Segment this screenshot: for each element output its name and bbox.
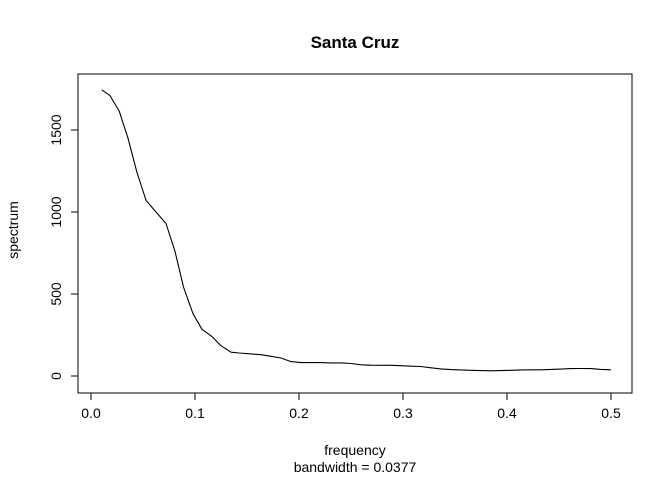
x-axis: 0.0 0.1 0.2 0.3 0.4 0.5 bbox=[81, 392, 621, 421]
bandwidth-note: bandwidth = 0.0377 bbox=[294, 459, 417, 475]
x-tick-label: 0.5 bbox=[601, 405, 621, 421]
x-tick-label: 0.4 bbox=[497, 405, 517, 421]
y-axis-label: spectrum bbox=[5, 201, 21, 259]
y-tick-label: 1000 bbox=[48, 196, 64, 227]
y-tick-label: 0 bbox=[48, 372, 64, 380]
plot-frame bbox=[77, 73, 633, 394]
y-tick-label: 1500 bbox=[48, 114, 64, 145]
x-tick-label: 0.2 bbox=[289, 405, 309, 421]
x-tick-label: 0.0 bbox=[81, 405, 101, 421]
y-tick-label: 500 bbox=[48, 282, 64, 306]
spectrum-line bbox=[101, 89, 612, 372]
series-layer bbox=[101, 89, 612, 372]
x-axis-label: frequency bbox=[324, 442, 385, 458]
chart-title: Santa Cruz bbox=[311, 33, 400, 52]
x-tick-label: 0.3 bbox=[393, 405, 413, 421]
y-axis: 0 500 1000 1500 bbox=[48, 114, 79, 380]
x-tick-label: 0.1 bbox=[185, 405, 205, 421]
